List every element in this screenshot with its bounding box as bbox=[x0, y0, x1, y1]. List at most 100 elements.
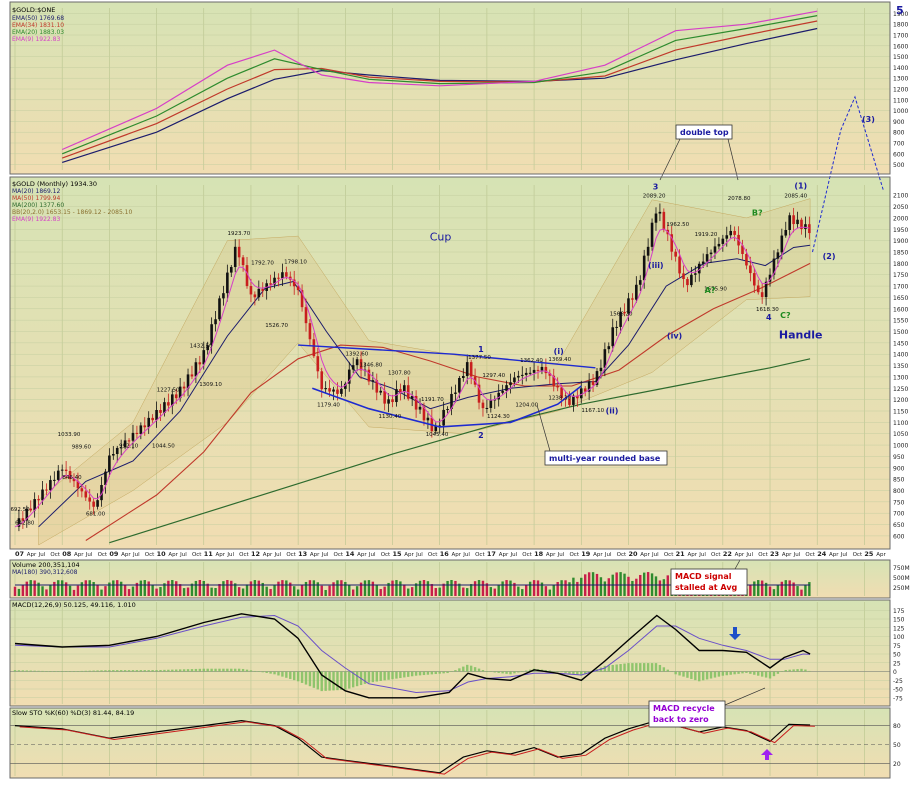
macd-histogram-bar bbox=[670, 671, 673, 672]
macd-histogram-bar bbox=[422, 671, 426, 676]
macd-histogram-bar bbox=[705, 671, 709, 680]
macd-histogram-bar bbox=[245, 669, 249, 672]
y-tick-label: 1700 bbox=[893, 33, 908, 40]
price-candle-body bbox=[119, 447, 123, 449]
volume-bar bbox=[666, 575, 669, 596]
volume-bar bbox=[320, 585, 323, 596]
price-candle-body bbox=[414, 395, 418, 410]
volume-bar bbox=[469, 584, 473, 596]
price-candle-body bbox=[92, 501, 95, 507]
x-tick-label: Jul bbox=[226, 552, 234, 558]
volume-bar bbox=[749, 584, 752, 596]
price-candle-body bbox=[701, 261, 705, 264]
volume-bar bbox=[403, 584, 406, 596]
price-candle-body bbox=[438, 425, 442, 427]
macd-histogram-bar bbox=[646, 663, 650, 672]
volume-bar bbox=[53, 581, 56, 596]
x-tick-label: Oct bbox=[192, 552, 202, 558]
volume-bar bbox=[800, 589, 803, 596]
price-candle-body bbox=[524, 372, 528, 375]
price-candle-body bbox=[591, 381, 595, 385]
price-candle-body bbox=[615, 326, 618, 328]
price-point-label: 2085.40 bbox=[784, 193, 807, 199]
volume-bar bbox=[257, 580, 261, 596]
volume-bar bbox=[139, 580, 143, 596]
volume-bar bbox=[587, 572, 591, 596]
ma20-line bbox=[38, 244, 811, 528]
price-candle-body bbox=[662, 211, 666, 230]
volume-bar bbox=[13, 586, 17, 596]
macd-histogram-bar bbox=[607, 665, 610, 672]
volume-bar bbox=[100, 589, 103, 596]
volume-bar bbox=[363, 580, 367, 596]
volume-bar bbox=[493, 588, 496, 596]
ema9-price-line bbox=[14, 226, 810, 528]
y-tick-label: 1500 bbox=[893, 329, 908, 336]
volume-bar bbox=[631, 580, 634, 596]
volume-bar bbox=[25, 581, 28, 596]
price-candle-body bbox=[285, 272, 288, 277]
y-tick-label: 1150 bbox=[893, 408, 908, 415]
volume-bar bbox=[17, 588, 21, 596]
volume-bar bbox=[80, 582, 84, 596]
macd-histogram-bar bbox=[123, 670, 127, 672]
annotation-overlay bbox=[298, 95, 884, 706]
volume-bar bbox=[340, 580, 343, 596]
sto-panel-bg bbox=[10, 708, 890, 778]
price-point-label: 1798.10 bbox=[284, 259, 307, 265]
macd-histogram-bar bbox=[603, 665, 607, 672]
volume-bar bbox=[175, 581, 178, 596]
volume-bar bbox=[442, 583, 445, 596]
cup-label: Cup bbox=[430, 231, 452, 244]
volume-bar bbox=[249, 581, 253, 596]
volume-bar bbox=[206, 583, 209, 596]
macd-histogram-bar bbox=[418, 671, 422, 676]
macd-histogram-bar bbox=[485, 671, 489, 672]
volume-bar bbox=[112, 580, 115, 596]
macd-histogram-bar bbox=[241, 668, 245, 672]
macd-histogram-bar bbox=[285, 671, 288, 678]
macd-histogram-bar bbox=[273, 671, 276, 675]
ema-line-ema9 bbox=[61, 10, 818, 151]
macd-histogram-bar bbox=[281, 671, 284, 677]
x-tick-label: Apr bbox=[687, 552, 697, 558]
volume-bar bbox=[273, 584, 276, 596]
y-tick-label: 800 bbox=[893, 130, 905, 137]
macd-histogram-bar bbox=[505, 671, 508, 674]
macd-histogram-bar bbox=[438, 671, 441, 674]
y-tick-label: 900 bbox=[893, 465, 905, 472]
x-tick-label: Apr bbox=[452, 552, 462, 558]
x-tick-label: 19 bbox=[581, 550, 591, 558]
volume-bar bbox=[198, 580, 202, 596]
volume-bar bbox=[167, 580, 170, 596]
macd-histogram-bar bbox=[119, 670, 123, 672]
macd-histogram-bar bbox=[135, 670, 139, 672]
price-candle-body bbox=[33, 499, 36, 511]
x-tick-label: Oct bbox=[853, 552, 863, 558]
price-candle-body bbox=[520, 374, 524, 376]
y-tick-label: 80 bbox=[893, 723, 901, 730]
macd-histogram-bar bbox=[450, 671, 453, 672]
price-point-label: 2078.80 bbox=[728, 196, 751, 202]
y-tick-label: 500 bbox=[893, 162, 905, 169]
macd-histogram-bar bbox=[686, 671, 689, 678]
price-candle-body bbox=[725, 235, 729, 239]
callout-line bbox=[727, 138, 739, 181]
macd-histogram-bar bbox=[29, 670, 32, 672]
price-candle-body bbox=[517, 375, 520, 378]
price-candle-body bbox=[756, 285, 760, 293]
price-point-label: 1526.70 bbox=[265, 323, 288, 329]
price-candle-body bbox=[25, 508, 29, 521]
volume-bar bbox=[591, 572, 595, 596]
y-tick-label: 0 bbox=[893, 669, 897, 676]
macd-histogram-bar bbox=[808, 670, 811, 672]
volume-bar bbox=[253, 580, 257, 596]
x-tick-label: Apr bbox=[593, 552, 603, 558]
volume-bar bbox=[147, 581, 150, 596]
price-candle-body bbox=[399, 389, 402, 393]
volume-bar bbox=[772, 589, 776, 596]
x-tick-label: Apr bbox=[263, 552, 273, 558]
price-candle-body bbox=[465, 362, 469, 377]
x-tick-label: Apr bbox=[640, 552, 650, 558]
